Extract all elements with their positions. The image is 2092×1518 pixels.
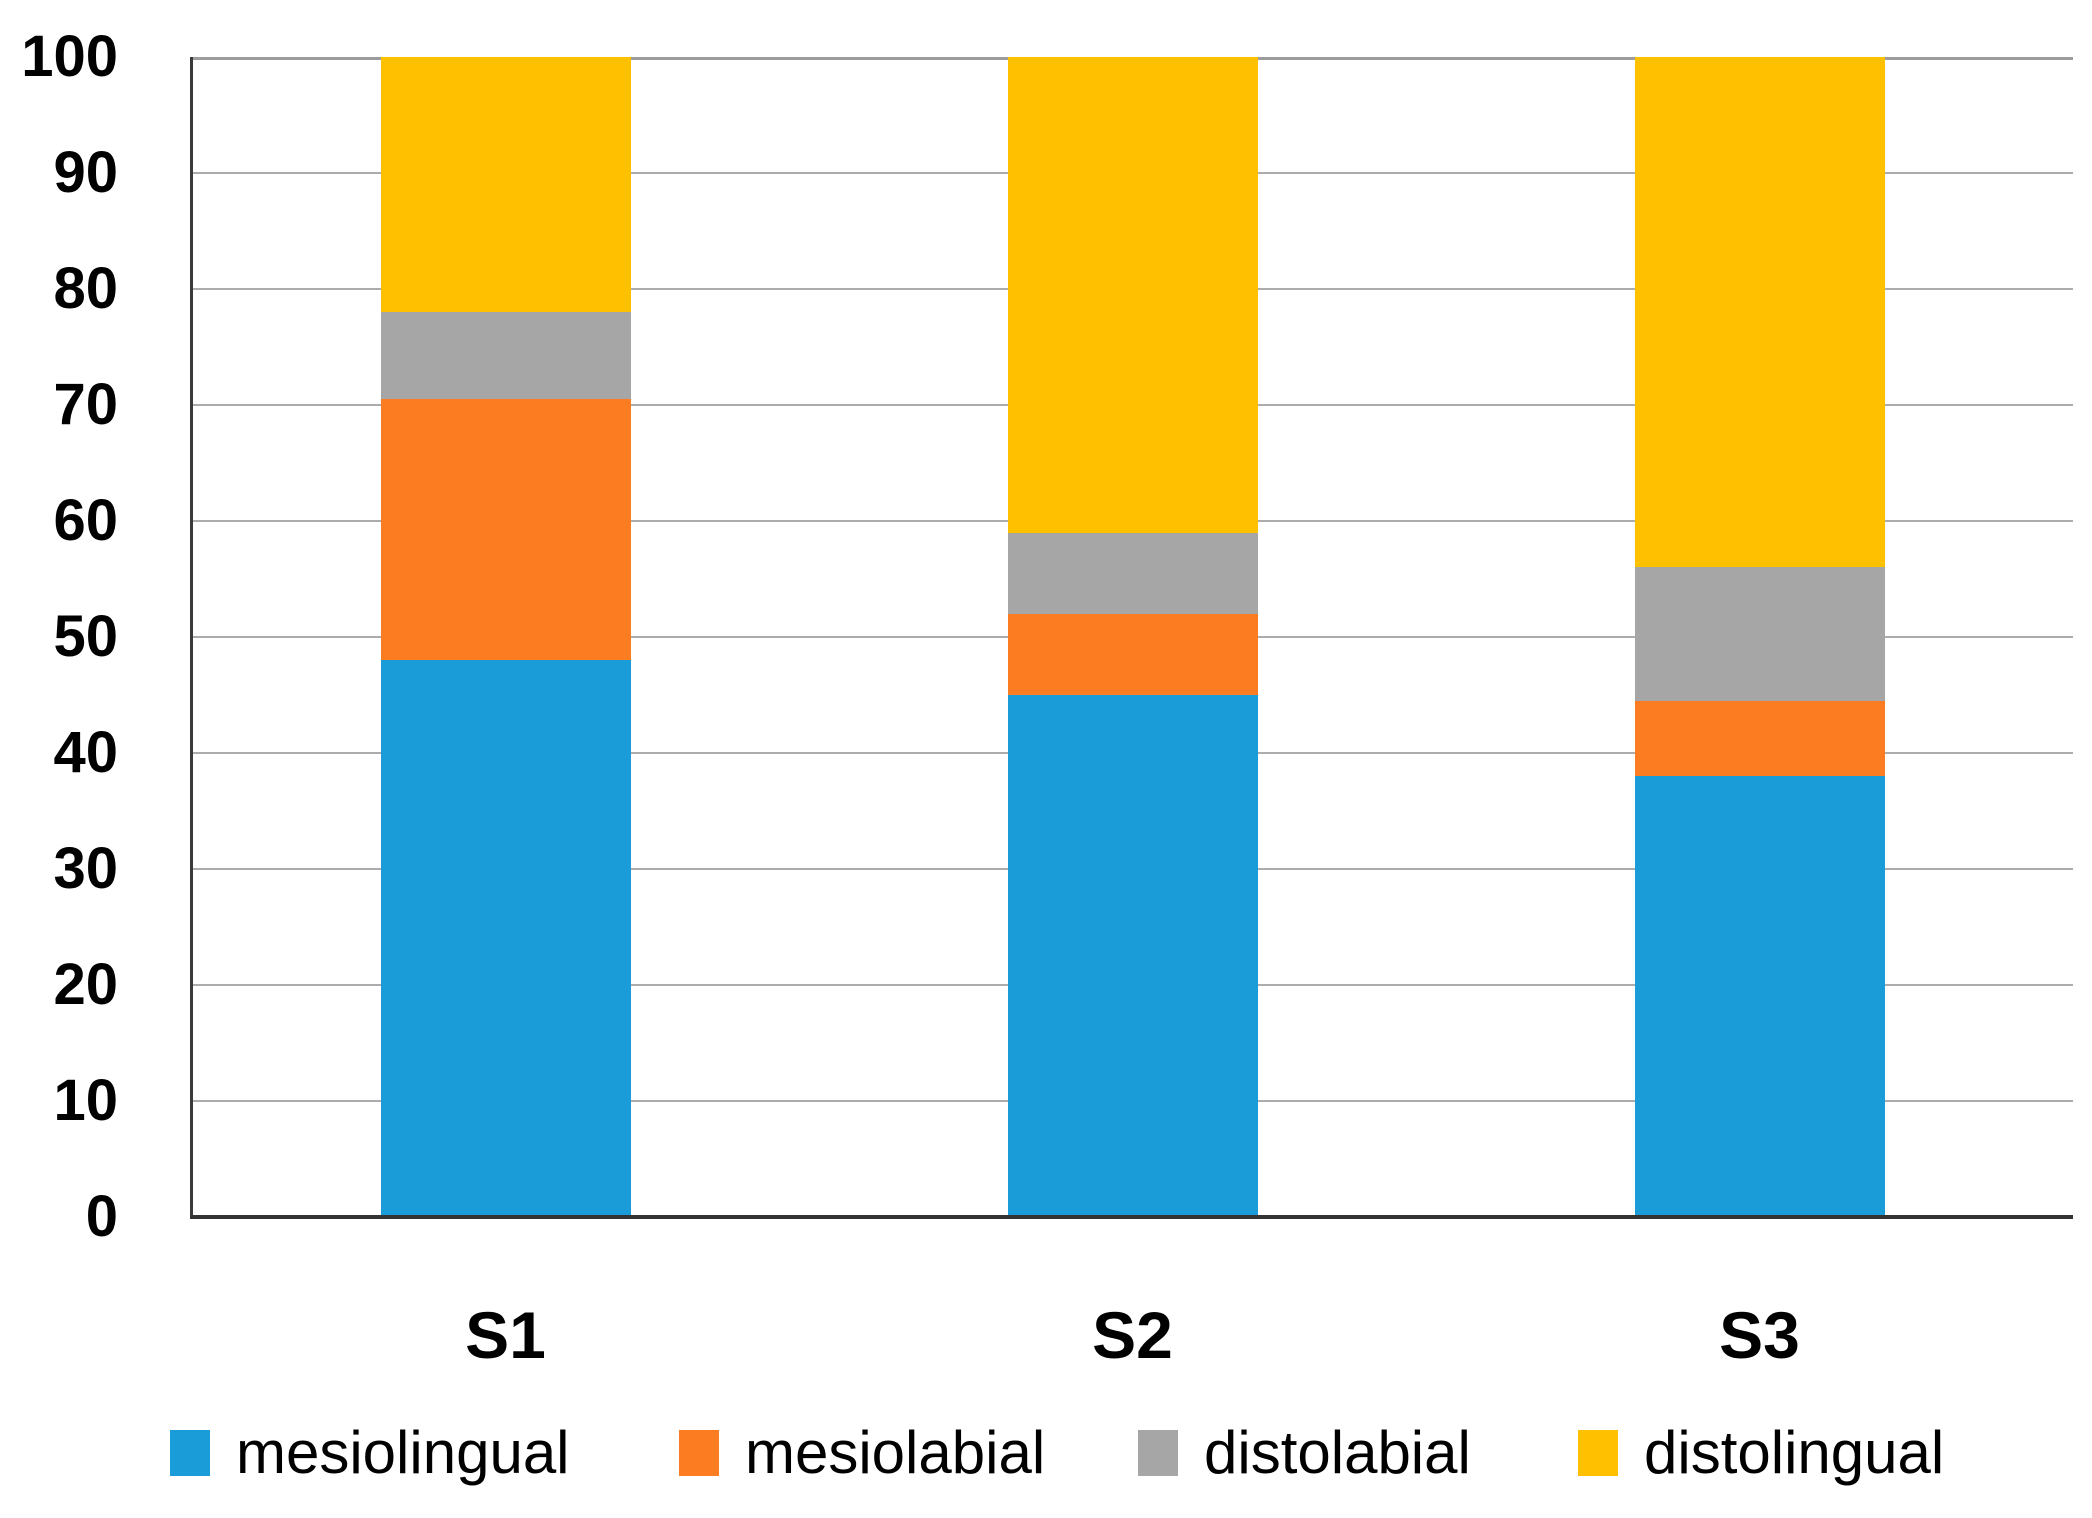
y-tick-label-90: 90 [53, 140, 118, 205]
bar-segment-S1-mesiolingual [380, 660, 631, 1217]
bar-segment-S1-mesiolabial [380, 399, 631, 661]
bar-segment-S2-distolingual [1007, 57, 1258, 533]
legend-label-mesiolabial: mesiolabial [745, 1419, 1046, 1486]
legend-label-distolabial: distolabial [1204, 1419, 1471, 1486]
y-tick-label-0: 0 [85, 1184, 118, 1249]
plot-area [192, 57, 2073, 1217]
y-tick-label-30: 30 [53, 836, 118, 901]
x-axis-line [190, 1215, 2073, 1219]
y-tick-label-60: 60 [53, 488, 118, 553]
bar-segment-S2-distolabial [1007, 532, 1258, 614]
legend-swatch-mesiolingual [170, 1430, 210, 1476]
x-tick-label-S3: S3 [1719, 1298, 1800, 1372]
bar-S2 [1007, 57, 1258, 1217]
legend-swatch-distolabial [1138, 1430, 1178, 1476]
y-axis-tick-labels: 0 10 20 30 40 50 60 70 80 90 100 [0, 28, 118, 1246]
chart-legend: mesiolingual mesiolabial distolabial distol… [0, 1420, 2092, 1500]
y-tick-label-10: 10 [53, 1068, 118, 1133]
y-tick-label-70: 70 [53, 372, 118, 437]
bar-S3 [1634, 57, 1885, 1217]
legend-item-mesiolingual: mesiolingual [170, 1420, 570, 1486]
bar-segment-S3-distolingual [1634, 57, 1885, 568]
y-tick-label-50: 50 [53, 604, 118, 669]
y-axis-line [190, 57, 193, 1219]
x-tick-label-S1: S1 [465, 1298, 546, 1372]
y-tick-label-20: 20 [53, 952, 118, 1017]
bar-segment-S2-mesiolingual [1007, 695, 1258, 1217]
legend-label-distolingual: distolingual [1644, 1419, 1945, 1486]
legend-item-distolingual: distolingual [1578, 1420, 1944, 1486]
bar-segment-S1-distolingual [380, 57, 631, 313]
legend-label-mesiolingual: mesiolingual [236, 1419, 570, 1486]
y-tick-label-100: 100 [21, 24, 118, 89]
bar-segment-S3-mesiolabial [1634, 700, 1885, 777]
x-axis-tick-labels: S1 S2 S3 [192, 1300, 2073, 1380]
bar-segment-S1-distolabial [380, 312, 631, 400]
y-tick-label-80: 80 [53, 256, 118, 321]
bar-segment-S2-mesiolabial [1007, 613, 1258, 695]
legend-item-mesiolabial: mesiolabial [679, 1420, 1045, 1486]
bar-S1 [380, 57, 631, 1217]
legend-swatch-distolingual [1578, 1430, 1618, 1476]
legend-swatch-mesiolabial [679, 1430, 719, 1476]
y-tick-label-40: 40 [53, 720, 118, 785]
bar-segment-S3-mesiolingual [1634, 776, 1885, 1217]
bar-segment-S3-distolabial [1634, 567, 1885, 701]
x-tick-label-S2: S2 [1092, 1298, 1173, 1372]
legend-item-distolabial: distolabial [1138, 1420, 1471, 1486]
